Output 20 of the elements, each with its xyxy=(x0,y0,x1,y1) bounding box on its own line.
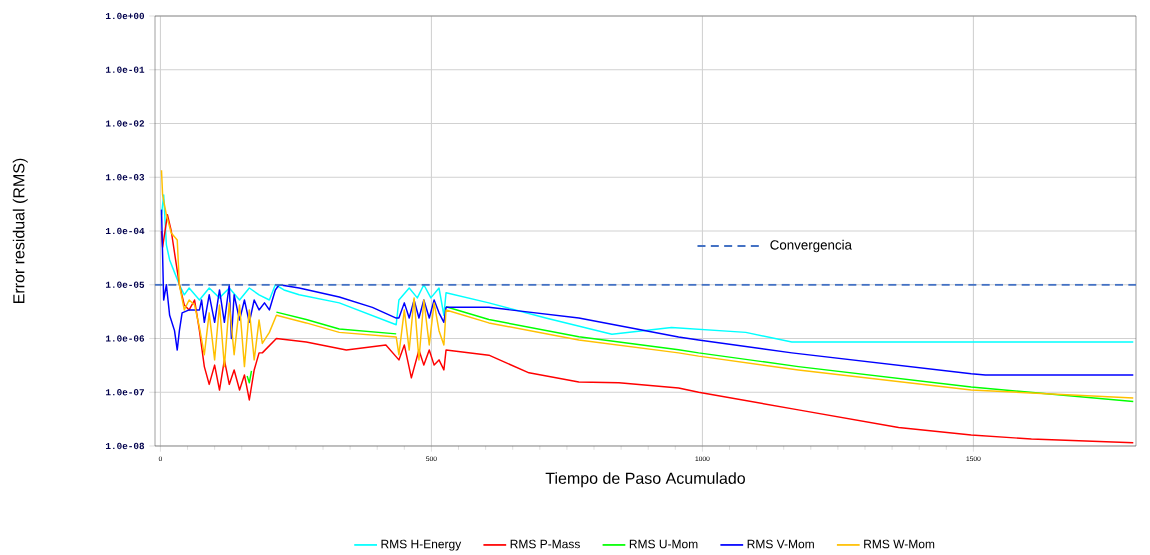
legend-label: RMS H-Energy xyxy=(381,539,462,551)
legend-label: RMS P-Mass xyxy=(510,539,580,549)
y-tick-label: 1.0e-01 xyxy=(106,66,145,73)
y-tick-label: 1.0e-08 xyxy=(106,442,145,449)
y-tick-label: 1.0e-02 xyxy=(106,120,145,127)
legend-label: Convergencia xyxy=(770,239,852,253)
line-series xyxy=(160,169,1135,399)
y-tick-label: 1.0e-06 xyxy=(106,335,145,342)
y-tick-label: 1.0e-07 xyxy=(106,388,144,396)
y-tick-label: 1.0e-04 xyxy=(106,227,145,234)
y-axis-title: Error residual (RMS) xyxy=(12,158,28,303)
y-tick-label: 1.0e-03 xyxy=(106,173,145,181)
x-axis-title: Tiempo de Paso Acumulado xyxy=(545,472,745,487)
y-tick-label: 1.0e-05 xyxy=(106,281,145,288)
legend-label: RMS W-Mom xyxy=(864,539,935,549)
y-tick-label: 1.0e+00 xyxy=(106,12,145,19)
line-series xyxy=(160,208,1135,376)
legend-label: RMS V-Mom xyxy=(747,539,814,549)
line-series xyxy=(160,213,1135,444)
legend-label: RMS U-Mom xyxy=(629,539,698,549)
